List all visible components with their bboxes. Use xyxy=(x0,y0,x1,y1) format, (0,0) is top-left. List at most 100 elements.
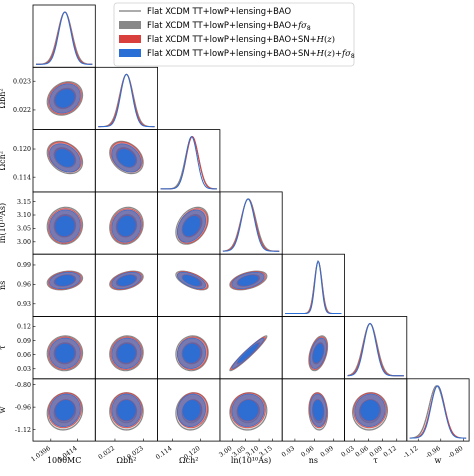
panel-content xyxy=(98,73,155,128)
contour-4-1-series-3-level-1 xyxy=(117,275,136,286)
marginal-curve-3-series-3 xyxy=(222,198,280,252)
panel-frame-4-4 xyxy=(281,253,345,317)
panel-2-1 xyxy=(94,129,159,193)
yaxis-label-6: w xyxy=(0,406,7,413)
xtick-label-4-0: 0.93 xyxy=(281,445,297,459)
xtick-label-2-0: 0.114 xyxy=(155,445,174,461)
contour-4-0-series-3-level-1 xyxy=(55,275,75,286)
legend-label-4-prefix: Flat XCDM TT+lowP+lensing+BAO+SN+ xyxy=(147,48,317,58)
panel-content xyxy=(46,206,84,245)
panel-5-3 xyxy=(219,316,283,380)
xaxis-label-3: ln(10¹⁰As) xyxy=(231,456,271,465)
panel-content xyxy=(175,270,209,291)
legend-label-2: Flat XCDM TT+lowP+lensing+BAO+fσ8 xyxy=(147,20,311,32)
marginal-curve-3-series-2 xyxy=(222,198,280,252)
panel-content xyxy=(222,198,280,252)
contour-5-0-series-3-level-1 xyxy=(55,343,75,363)
marginal-curve-6-series-0 xyxy=(409,385,467,439)
panel-5-1 xyxy=(94,316,159,380)
contour-4-2-series-3-level-1 xyxy=(182,275,201,286)
marginal-curve-1-series-1 xyxy=(98,73,155,128)
xtick-label-5-0: 0.03 xyxy=(340,445,356,459)
panel-6-5 xyxy=(344,378,408,442)
panel-5-5 xyxy=(344,316,408,380)
contour-1-0-series-3-level-1 xyxy=(55,89,75,108)
panel-content xyxy=(229,392,268,431)
panel-4-1 xyxy=(94,253,159,317)
contour-5-1-series-0-level-0 xyxy=(109,335,144,371)
ytick-label-4-0: 0.99 xyxy=(17,262,31,269)
legend-label-2-f: f xyxy=(297,20,303,30)
xaxis-label-4: ns xyxy=(309,456,318,465)
panel-content xyxy=(308,392,329,431)
panel-0-0 xyxy=(32,4,96,68)
contour-6-1-series-3-level-1 xyxy=(117,399,136,421)
ytick-label-4-2: 0.93 xyxy=(17,301,31,308)
ytick-label-5-0: 0.12 xyxy=(17,324,31,331)
panel-content xyxy=(160,135,217,190)
marginal-curve-5-series-1 xyxy=(347,322,404,377)
contour-2-0-series-3-level-1 xyxy=(55,148,75,167)
panel-content xyxy=(175,206,209,245)
ytick-label-5-3: 0.03 xyxy=(17,366,31,373)
panel-3-0 xyxy=(32,191,96,255)
yaxis-label-3: ln(10¹⁰As) xyxy=(0,203,7,243)
contour-6-2-series-3-level-1 xyxy=(182,400,201,421)
panel-frame-0-0 xyxy=(32,4,96,68)
panel-content xyxy=(46,392,84,431)
panel-6-6 xyxy=(406,378,470,442)
xaxis-label-6: w xyxy=(435,456,442,465)
marginal-curve-1-series-3 xyxy=(98,73,155,128)
panels-layer xyxy=(32,4,470,442)
panel-content xyxy=(46,81,84,116)
xtick-label-5-1: 0.06 xyxy=(354,445,370,459)
panel-content xyxy=(109,206,144,245)
marginal-curve-4-series-1 xyxy=(285,260,342,314)
panel-content xyxy=(229,270,268,291)
legend-label-3-z: (z) xyxy=(324,34,335,44)
ytick-label-3-0: 3.15 xyxy=(17,199,31,206)
panel-content xyxy=(229,335,268,372)
legend-swatch-4 xyxy=(119,49,141,57)
panel-frame-5-5 xyxy=(344,316,408,380)
legend-swatch-3 xyxy=(119,35,141,43)
legend-label-2-prefix: Flat XCDM TT+lowP+lensing+BAO+ xyxy=(147,20,298,30)
panel-content xyxy=(308,335,329,372)
panel-content xyxy=(109,392,144,431)
panel-2-2 xyxy=(157,129,221,193)
panel-frame-6-6 xyxy=(406,378,470,442)
contour-5-3-series-3-level-1 xyxy=(237,343,259,363)
ytick-label-3-2: 3.05 xyxy=(17,226,31,233)
legend-label-4-sub: 8 xyxy=(351,53,355,60)
panel-frame-2-2 xyxy=(157,129,221,193)
panel-4-3 xyxy=(219,253,283,317)
xaxis-label-0: 100θMC xyxy=(47,456,81,465)
panel-6-1 xyxy=(94,378,159,442)
contour-3-0-series-0-level-0 xyxy=(47,207,83,245)
xtick-label-5-3: 0.12 xyxy=(382,445,398,459)
legend-label-3: Flat XCDM TT+lowP+lensing+BAO+SN+H(z) xyxy=(147,34,335,44)
contour-6-0-series-3-level-1 xyxy=(55,400,75,421)
panel-6-4 xyxy=(281,378,345,442)
ytick-label-6-0: -0.80 xyxy=(15,382,31,389)
xtick-label-6-0: -1.12 xyxy=(402,445,419,460)
panel-content xyxy=(347,322,404,377)
contour-5-0-series-0-level-0 xyxy=(47,335,83,371)
panel-1-0 xyxy=(32,66,96,131)
contour-3-0-series-3-level-1 xyxy=(55,215,75,237)
legend-frame xyxy=(113,2,355,67)
marginal-curve-0-series-1 xyxy=(35,11,93,65)
panel-4-4 xyxy=(281,253,345,317)
marginal-curve-6-series-1 xyxy=(409,385,467,439)
ytick-label-6-2: -1.12 xyxy=(15,427,31,434)
xaxis-label-2: Ωch² xyxy=(179,456,198,465)
ytick-label-1-0: 0.023 xyxy=(13,78,31,85)
panel-frame-1-1 xyxy=(94,66,159,131)
panel-content xyxy=(109,270,144,291)
xtick-label-6-2: -0.80 xyxy=(447,445,464,460)
panel-5-0 xyxy=(32,316,96,380)
panel-6-0 xyxy=(32,378,96,442)
marginal-curve-5-series-3 xyxy=(347,322,404,377)
yaxis-label-1: Ωbh² xyxy=(0,88,7,108)
